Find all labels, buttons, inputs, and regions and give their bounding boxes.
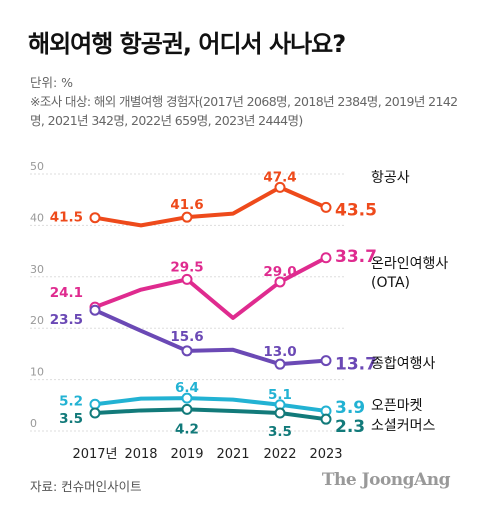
data-point	[181, 345, 193, 357]
data-point	[320, 252, 332, 264]
data-label: 3.5	[59, 411, 83, 427]
series-line	[93, 407, 328, 422]
y-tick-label: 0	[30, 417, 37, 430]
data-label: 41.5	[50, 210, 83, 226]
data-label: 3.5	[268, 424, 292, 440]
y-tick-label: 40	[30, 211, 44, 224]
data-label-latest: 33.7	[335, 247, 377, 267]
data-point	[181, 211, 193, 223]
data-point	[181, 403, 193, 415]
series-points	[89, 181, 332, 425]
data-label-latest: 13.7	[335, 355, 377, 375]
x-tick-label: 2019	[170, 447, 203, 462]
data-point	[181, 392, 193, 404]
data-label: 41.6	[170, 197, 203, 213]
data-label: 23.5	[50, 312, 83, 328]
y-tick-label: 50	[30, 160, 44, 173]
data-point	[89, 398, 101, 410]
data-label-latest: 2.3	[335, 417, 365, 437]
series-name-line: 항공사	[371, 170, 410, 186]
data-label: 29.0	[263, 264, 296, 280]
series-name-line: 종합여행사	[371, 356, 436, 372]
data-label: 13.0	[263, 344, 296, 360]
unit-label: 단위: %	[30, 75, 74, 90]
brand-logo: The JoongAng	[321, 470, 451, 490]
series-name-line: 온라인여행사	[371, 256, 448, 272]
data-label: 6.4	[175, 380, 199, 396]
series-lines	[93, 185, 328, 422]
data-point	[181, 273, 193, 285]
y-tick-label: 30	[30, 263, 44, 276]
data-point	[274, 276, 286, 288]
series-line	[93, 185, 328, 228]
series-name: 소셜커머스	[371, 418, 436, 434]
data-point	[320, 201, 332, 213]
series-name-line: 오픈마켓	[371, 398, 423, 414]
data-point	[89, 304, 101, 316]
x-tick-label: 2018	[124, 447, 157, 462]
data-label: 4.2	[175, 421, 199, 437]
data-point	[274, 358, 286, 370]
survey-note: ※조사 대상: 해외 개별여행 경험자(2017년 2068명, 2018년 2…	[30, 94, 458, 128]
data-label-latest: 43.5	[335, 200, 377, 220]
y-tick-label: 20	[30, 314, 44, 327]
data-label: 5.2	[59, 393, 83, 409]
series-line	[93, 308, 328, 367]
data-label-latest: 3.9	[335, 398, 365, 418]
series-name-line: 소셜커머스	[371, 418, 436, 434]
series-name: 온라인여행사 (OTA)	[371, 256, 448, 291]
series-line	[93, 396, 328, 413]
x-tick-label: 2021	[216, 447, 249, 462]
x-tick-label: 2017년	[72, 447, 117, 462]
page-title: 해외여행 항공권, 어디서 사나요?	[28, 30, 346, 58]
data-point	[274, 407, 286, 419]
data-label: 47.4	[263, 169, 296, 185]
series-line	[93, 255, 328, 320]
x-tick-label: 2023	[309, 447, 342, 462]
series-name-line: (OTA)	[371, 275, 410, 291]
x-tick-label: 2022	[263, 447, 296, 462]
data-label: 29.5	[170, 259, 203, 275]
series-name: 종합여행사	[371, 356, 436, 372]
data-labels: 41.5 41.6 47.4 43.5 24.1 29.5 29.0 33.7 23.5 15.6…	[50, 169, 377, 440]
y-tick-label: 10	[30, 366, 44, 379]
data-label: 24.1	[50, 285, 83, 301]
data-point	[274, 181, 286, 193]
x-axis: 2017년 2018 2019 2021 2022 2023	[72, 447, 342, 462]
data-label: 5.1	[268, 387, 292, 403]
data-point	[320, 413, 332, 425]
data-label: 15.6	[170, 329, 203, 345]
series-name: 항공사	[371, 170, 410, 186]
source-note: 자료: 컨슈머인사이트	[30, 479, 142, 494]
data-point	[320, 355, 332, 367]
data-point	[89, 212, 101, 224]
data-point	[89, 407, 101, 419]
series-name: 오픈마켓	[371, 398, 423, 414]
chart-grid	[30, 173, 345, 432]
y-axis: 0 10 20 30 40 50	[30, 160, 44, 430]
